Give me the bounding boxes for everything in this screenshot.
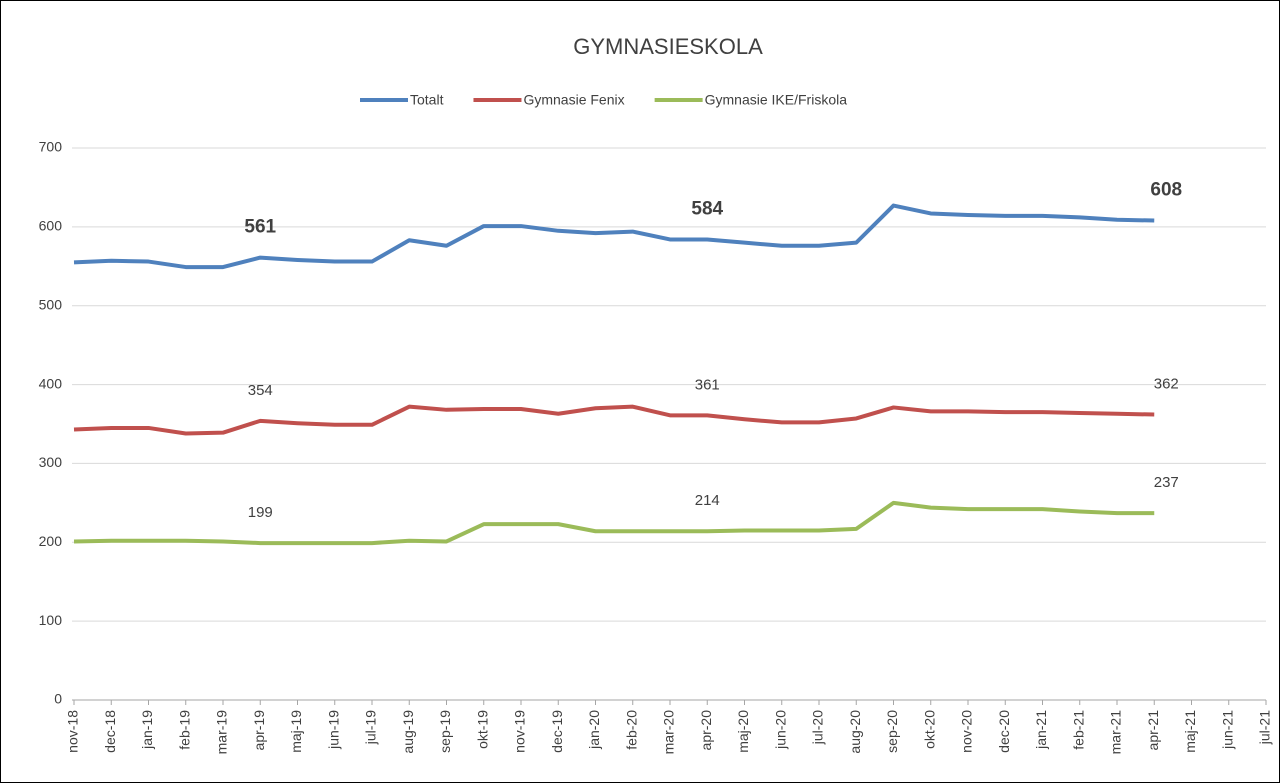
x-tick-label: dec-18 <box>102 710 118 753</box>
y-tick-label: 100 <box>39 612 63 628</box>
x-tick-label: okt-19 <box>474 710 490 749</box>
x-tick-label: sep-19 <box>437 710 453 753</box>
series-line <box>73 203 1155 270</box>
x-tick-label: sep-20 <box>884 710 900 753</box>
y-tick-label: 500 <box>39 296 63 312</box>
x-tick-label: jul-20 <box>810 710 826 745</box>
series-line <box>73 500 1155 546</box>
series-line <box>73 404 1155 436</box>
legend-label: Totalt <box>410 92 444 108</box>
x-tick-label: mar-19 <box>214 710 230 755</box>
data-label: 361 <box>695 376 720 393</box>
y-tick-label: 700 <box>39 139 63 155</box>
x-tick-label: mar-20 <box>661 710 677 755</box>
x-tick-label: aug-19 <box>400 710 416 754</box>
chart-title: GYMNASIESKOLA <box>573 34 763 59</box>
x-tick-label: apr-19 <box>251 710 267 751</box>
x-tick-label: apr-21 <box>1145 710 1161 751</box>
data-label: 561 <box>244 217 276 238</box>
x-tick-label: jan-21 <box>1033 710 1049 750</box>
data-label: 608 <box>1150 180 1182 201</box>
y-tick-label: 600 <box>39 218 63 234</box>
y-tick-label: 300 <box>39 454 63 470</box>
x-tick-label: feb-19 <box>176 710 192 750</box>
data-label: 362 <box>1154 376 1179 393</box>
x-tick-label: nov-19 <box>512 710 528 753</box>
x-tick-label: maj-19 <box>288 710 304 753</box>
x-tick-label: apr-20 <box>698 710 714 751</box>
x-tick-label: jul-19 <box>363 710 379 745</box>
x-tick-label: okt-20 <box>921 710 937 749</box>
data-label: 584 <box>691 198 723 219</box>
legend-label: Gymnasie IKE/Friskola <box>705 92 848 108</box>
x-tick-label: mar-21 <box>1108 710 1124 755</box>
x-tick-label: jun-21 <box>1219 710 1235 750</box>
x-tick-label: dec-20 <box>996 710 1012 753</box>
x-tick-label: jan-20 <box>586 710 602 750</box>
y-tick-label: 0 <box>54 691 62 707</box>
x-tick-label: nov-20 <box>959 710 975 753</box>
x-tick-label: jun-20 <box>772 710 788 750</box>
x-tick-label: jul-21 <box>1257 710 1273 745</box>
x-tick-label: feb-21 <box>1070 710 1086 750</box>
y-tick-label: 400 <box>39 375 63 391</box>
y-tick-label: 200 <box>39 533 63 549</box>
x-tick-label: aug-20 <box>847 710 863 754</box>
x-tick-label: jan-19 <box>139 710 155 750</box>
x-tick-label: dec-19 <box>549 710 565 753</box>
x-tick-label: maj-21 <box>1182 710 1198 753</box>
data-label: 199 <box>248 504 273 521</box>
data-label: 237 <box>1154 474 1179 491</box>
x-tick-label: jun-19 <box>325 710 341 750</box>
data-label: 214 <box>695 492 720 509</box>
x-tick-label: maj-20 <box>735 710 751 753</box>
x-tick-label: nov-18 <box>65 710 81 753</box>
x-tick-label: feb-20 <box>623 710 639 750</box>
legend-label: Gymnasie Fenix <box>523 92 624 108</box>
data-label: 354 <box>248 382 273 399</box>
